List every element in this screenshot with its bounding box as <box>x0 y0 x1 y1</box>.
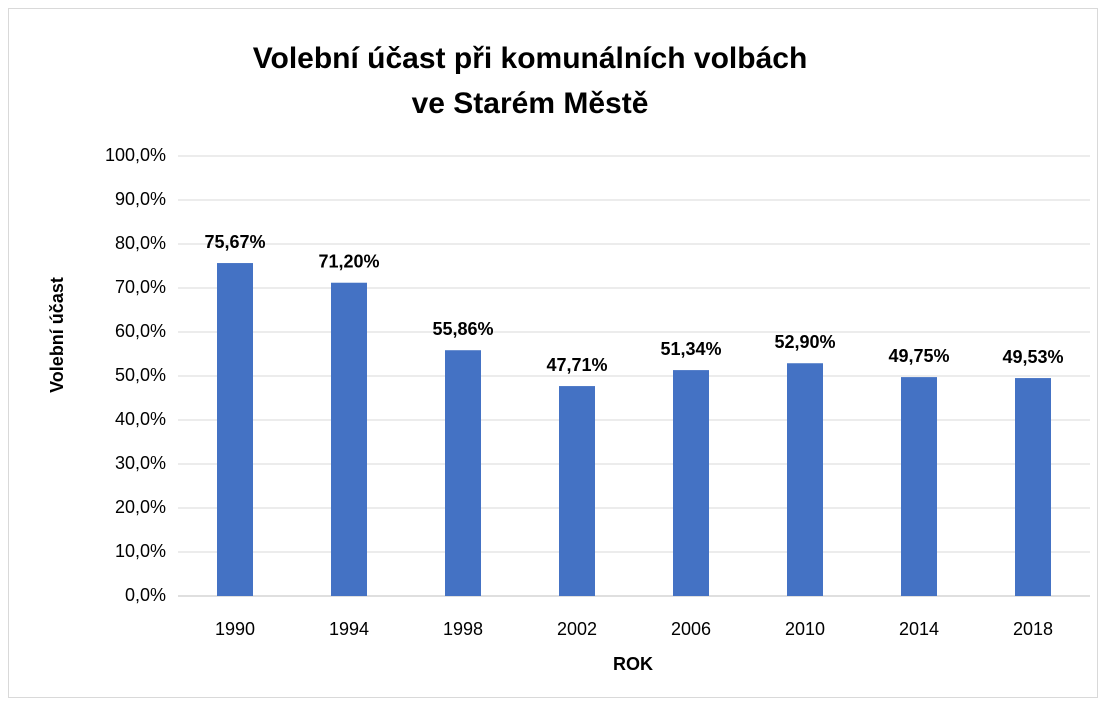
data-label: 55,86% <box>432 319 493 339</box>
chart-title: Volební účast při komunálních volbách <box>253 42 808 75</box>
x-tick-label: 2006 <box>671 619 711 639</box>
chart-title: ve Starém Městě <box>412 87 649 120</box>
data-label: 51,34% <box>660 339 721 359</box>
bar <box>331 282 367 596</box>
bar <box>673 370 709 596</box>
y-tick-label: 0,0% <box>125 585 166 605</box>
x-tick-label: 1998 <box>443 619 483 639</box>
y-tick-label: 50,0% <box>115 365 166 385</box>
x-tick-label: 1994 <box>329 619 369 639</box>
bar <box>217 263 253 596</box>
y-tick-label: 100,0% <box>105 145 166 165</box>
data-label: 52,90% <box>774 332 835 352</box>
y-tick-label: 80,0% <box>115 233 166 253</box>
x-tick-label: 2010 <box>785 619 825 639</box>
x-axis-title: ROK <box>613 654 653 674</box>
y-tick-label: 40,0% <box>115 409 166 429</box>
data-label: 49,75% <box>888 346 949 366</box>
y-axis-title: Volební účast <box>47 277 67 393</box>
bar <box>787 363 823 596</box>
bar <box>559 386 595 596</box>
y-tick-label: 70,0% <box>115 277 166 297</box>
bar <box>901 377 937 596</box>
y-tick-label: 30,0% <box>115 453 166 473</box>
y-tick-label: 60,0% <box>115 321 166 341</box>
y-tick-label: 90,0% <box>115 189 166 209</box>
x-tick-label: 2018 <box>1013 619 1053 639</box>
x-tick-label: 2002 <box>557 619 597 639</box>
data-label: 49,53% <box>1002 347 1063 367</box>
data-label: 47,71% <box>546 355 607 375</box>
x-tick-label: 1990 <box>215 619 255 639</box>
x-tick-label: 2014 <box>899 619 939 639</box>
bar <box>445 350 481 596</box>
bar <box>1015 378 1051 596</box>
data-label: 75,67% <box>204 232 265 252</box>
y-tick-label: 20,0% <box>115 497 166 517</box>
y-tick-label: 10,0% <box>115 541 166 561</box>
data-label: 71,20% <box>318 251 379 271</box>
